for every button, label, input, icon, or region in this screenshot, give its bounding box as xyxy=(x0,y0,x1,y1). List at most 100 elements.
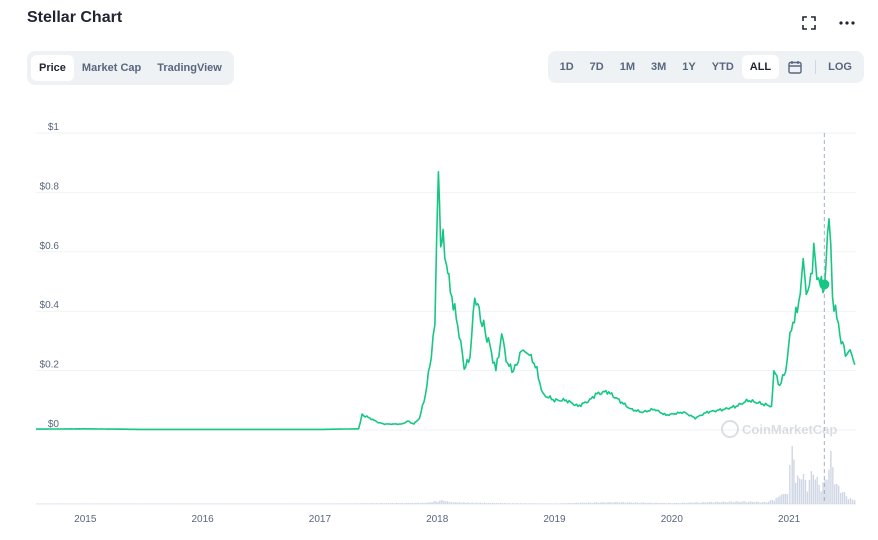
volume-bar xyxy=(662,502,664,504)
volume-bar xyxy=(469,502,471,504)
volume-bar xyxy=(736,501,738,504)
y-tick-label: $0.4 xyxy=(40,300,60,311)
volume-bar xyxy=(353,503,356,504)
more-horizontal-icon[interactable] xyxy=(838,14,856,32)
volume-bar xyxy=(728,501,730,504)
volume-bar xyxy=(615,501,617,504)
volume-bar xyxy=(355,503,358,504)
volume-bar xyxy=(359,503,362,504)
range-ytd[interactable]: YTD xyxy=(711,61,734,73)
tab-price[interactable]: Price xyxy=(31,55,74,81)
volume-bar xyxy=(473,503,475,504)
volume-bar xyxy=(503,503,506,504)
volume-bar xyxy=(617,502,619,504)
volume-bar xyxy=(793,459,795,504)
range-3m[interactable]: 3M xyxy=(651,61,667,73)
log-toggle[interactable]: LOG xyxy=(828,61,852,73)
volume-bar xyxy=(814,479,816,504)
volume-bar xyxy=(744,501,746,504)
volume-bar xyxy=(784,493,787,504)
volume-bar xyxy=(677,502,680,504)
volume-bar xyxy=(695,502,697,504)
volume-bar xyxy=(626,502,629,504)
volume-bar xyxy=(387,503,390,504)
range-1y[interactable]: 1Y xyxy=(682,61,696,73)
calendar-icon[interactable] xyxy=(779,54,811,80)
y-tick-label: $0 xyxy=(48,419,60,430)
volume-bar xyxy=(714,501,717,504)
volume-bar xyxy=(802,473,805,504)
volume-bar xyxy=(697,502,699,504)
volume-bar xyxy=(409,503,411,504)
volume-bar xyxy=(457,502,459,504)
volume-bar xyxy=(748,501,750,504)
volume-bar xyxy=(495,503,498,504)
volume-bar xyxy=(423,502,425,504)
range-7d[interactable]: 7D xyxy=(589,61,604,73)
volume-bar xyxy=(439,500,441,504)
volume-bar xyxy=(609,501,611,504)
volume-bar xyxy=(499,503,502,504)
range-all[interactable]: ALL xyxy=(741,55,780,79)
tab-market-cap[interactable]: Market Cap xyxy=(81,62,142,74)
volume-bar xyxy=(818,484,820,504)
volume-bar xyxy=(459,502,461,504)
volume-bar xyxy=(572,503,574,504)
volume-bar xyxy=(335,503,338,504)
volume-bar xyxy=(775,498,777,504)
volume-bar xyxy=(411,502,413,504)
volume-bar xyxy=(685,503,687,504)
volume-bar xyxy=(757,501,760,504)
volume-bar xyxy=(783,493,785,504)
volume-bar xyxy=(379,503,382,504)
volume-bar xyxy=(773,500,775,504)
volume-bar xyxy=(703,502,705,504)
y-tick-label: $1 xyxy=(48,122,60,133)
volume-bar xyxy=(333,503,336,504)
volume-bar xyxy=(445,501,447,504)
volume-bar xyxy=(761,501,764,504)
fullscreen-icon[interactable] xyxy=(800,14,818,32)
volume-bar xyxy=(687,502,689,504)
volume-bar xyxy=(461,502,463,504)
volume-bar xyxy=(391,502,394,504)
volume-bar xyxy=(669,502,672,504)
x-tick-label: 2017 xyxy=(309,514,332,525)
volume-bar xyxy=(361,503,364,504)
volume-bar xyxy=(417,502,419,504)
volume-bar xyxy=(620,502,623,504)
range-1m[interactable]: 1M xyxy=(619,61,636,73)
volume-bar xyxy=(836,483,838,504)
volume-bar xyxy=(753,502,756,504)
volume-bar xyxy=(516,503,518,504)
volume-bar xyxy=(369,503,372,504)
volume-bar xyxy=(583,502,586,504)
volume-bar xyxy=(838,485,840,504)
volume-bar xyxy=(577,503,580,504)
volume-bar xyxy=(560,503,562,504)
volume-bar xyxy=(587,502,590,504)
volume-bar xyxy=(383,503,386,504)
volume-bar xyxy=(746,502,748,504)
volume-bar xyxy=(654,502,656,504)
volume-bar xyxy=(644,502,646,504)
volume-bar xyxy=(804,479,807,504)
volume-bar xyxy=(634,502,637,504)
volume-bar xyxy=(755,501,758,504)
volume-bar xyxy=(413,503,415,504)
volume-bar xyxy=(446,501,449,504)
volume-bar xyxy=(712,502,715,504)
volume-bar xyxy=(554,503,556,504)
volume-bar xyxy=(638,503,640,504)
volume-bar xyxy=(701,502,703,504)
volume-bar xyxy=(636,502,639,504)
range-1d[interactable]: 1D xyxy=(559,61,574,73)
volume-bar xyxy=(710,502,713,504)
coinmarketcap-watermark: CoinMarketCap xyxy=(721,420,837,438)
y-tick-label: $0.8 xyxy=(40,181,60,192)
volume-bar xyxy=(759,502,762,504)
volume-bar xyxy=(514,503,516,504)
tab-tradingview[interactable]: TradingView xyxy=(157,62,222,74)
volume-bar xyxy=(407,502,409,504)
